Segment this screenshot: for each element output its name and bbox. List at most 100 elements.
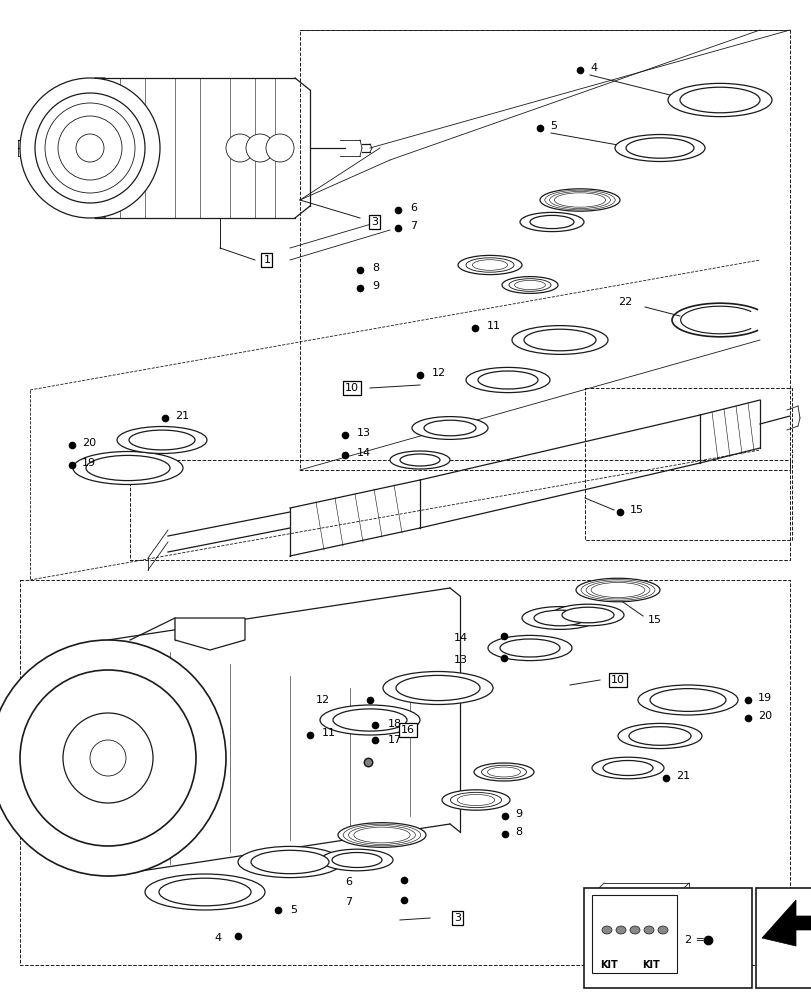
Ellipse shape [501,277,557,293]
Ellipse shape [629,926,639,934]
Text: 5: 5 [549,121,556,131]
Ellipse shape [679,87,759,113]
Ellipse shape [539,189,620,211]
Text: 6: 6 [410,203,417,213]
Ellipse shape [320,849,393,871]
Ellipse shape [68,126,112,170]
Polygon shape [80,78,105,218]
Text: 14: 14 [453,633,467,643]
Ellipse shape [514,280,545,290]
Ellipse shape [58,116,122,180]
Ellipse shape [625,138,693,158]
Ellipse shape [20,78,160,218]
Ellipse shape [472,260,507,270]
Text: 21: 21 [676,771,689,781]
Ellipse shape [129,430,195,450]
Text: 11: 11 [487,321,500,331]
Ellipse shape [591,757,663,779]
Ellipse shape [603,760,652,775]
Polygon shape [175,618,245,650]
Text: 21: 21 [175,411,189,421]
Text: 13: 13 [453,655,467,665]
Ellipse shape [117,426,207,454]
Ellipse shape [46,696,169,820]
Ellipse shape [474,763,534,781]
Ellipse shape [400,454,440,466]
Text: 7: 7 [345,897,351,907]
Ellipse shape [500,639,560,657]
Ellipse shape [481,765,526,779]
Text: 22: 22 [617,297,632,307]
Ellipse shape [45,103,135,193]
Ellipse shape [337,823,426,847]
Ellipse shape [575,578,659,602]
Ellipse shape [519,212,583,232]
Ellipse shape [530,215,573,229]
Ellipse shape [20,670,195,846]
Text: 15: 15 [647,615,661,625]
Text: 18: 18 [388,719,401,729]
Ellipse shape [159,878,251,906]
Ellipse shape [551,604,623,626]
Polygon shape [761,900,811,946]
Ellipse shape [0,640,225,876]
Ellipse shape [251,850,328,874]
Text: 3: 3 [371,217,378,227]
Ellipse shape [450,792,501,808]
Ellipse shape [86,455,169,481]
Ellipse shape [534,610,586,626]
Ellipse shape [411,417,487,439]
Ellipse shape [487,767,520,777]
Ellipse shape [521,607,597,629]
Ellipse shape [512,326,607,354]
Text: 7: 7 [410,221,417,231]
Text: 19: 19 [757,693,771,703]
Ellipse shape [35,93,145,203]
Ellipse shape [643,926,653,934]
Ellipse shape [457,794,494,806]
Ellipse shape [616,926,625,934]
Text: 9: 9 [371,281,379,291]
Text: 10: 10 [345,383,358,393]
Ellipse shape [614,135,704,162]
Text: 20: 20 [757,711,771,721]
Text: 13: 13 [357,428,371,438]
Text: 1: 1 [264,255,270,265]
Ellipse shape [266,134,294,162]
Ellipse shape [629,727,690,745]
Ellipse shape [383,672,492,704]
Ellipse shape [423,420,475,436]
Ellipse shape [457,255,521,275]
Text: 8: 8 [514,827,521,837]
Text: KIT: KIT [642,960,659,970]
Text: 4: 4 [590,63,596,73]
Text: 15: 15 [629,505,643,515]
Ellipse shape [63,713,152,803]
Ellipse shape [73,452,182,485]
Text: 12: 12 [431,368,445,378]
Text: 2 =: 2 = [684,935,708,945]
Ellipse shape [238,846,341,878]
Ellipse shape [466,258,513,272]
Ellipse shape [508,279,551,291]
Ellipse shape [246,134,273,162]
Ellipse shape [78,728,138,788]
Ellipse shape [396,675,479,701]
Ellipse shape [333,709,406,731]
Ellipse shape [523,329,595,351]
Ellipse shape [90,740,126,776]
Text: KIT: KIT [599,960,617,970]
Ellipse shape [667,83,771,117]
Ellipse shape [225,134,254,162]
Bar [755,888,811,988]
Text: 8: 8 [371,263,379,273]
Text: 10: 10 [610,675,624,685]
Ellipse shape [466,367,549,393]
Ellipse shape [145,874,264,910]
Text: 16: 16 [401,725,414,735]
Text: 17: 17 [388,735,401,745]
Text: 20: 20 [82,438,96,448]
Text: 5: 5 [290,905,297,915]
Ellipse shape [601,926,611,934]
Ellipse shape [76,134,104,162]
